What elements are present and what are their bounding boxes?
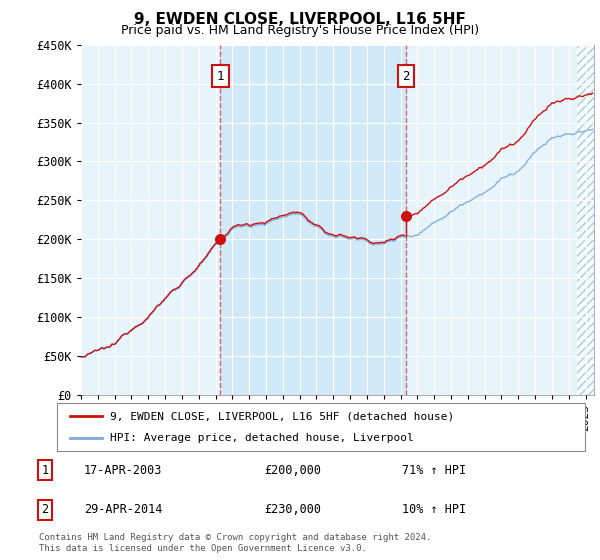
Text: 9, EWDEN CLOSE, LIVERPOOL, L16 5HF (detached house): 9, EWDEN CLOSE, LIVERPOOL, L16 5HF (deta… bbox=[110, 411, 454, 421]
Text: 2: 2 bbox=[41, 503, 49, 516]
Text: 1: 1 bbox=[217, 70, 224, 83]
Text: £230,000: £230,000 bbox=[264, 503, 321, 516]
Text: 10% ↑ HPI: 10% ↑ HPI bbox=[402, 503, 466, 516]
Text: 71% ↑ HPI: 71% ↑ HPI bbox=[402, 464, 466, 477]
Bar bbox=[577, 45, 596, 395]
Bar bbox=[220, 45, 406, 395]
Text: HPI: Average price, detached house, Liverpool: HPI: Average price, detached house, Live… bbox=[110, 433, 413, 443]
Bar bbox=[577, 45, 596, 395]
Text: £200,000: £200,000 bbox=[264, 464, 321, 477]
FancyBboxPatch shape bbox=[57, 403, 585, 451]
Text: 1: 1 bbox=[41, 464, 49, 477]
Text: Price paid vs. HM Land Registry's House Price Index (HPI): Price paid vs. HM Land Registry's House … bbox=[121, 24, 479, 37]
Text: 17-APR-2003: 17-APR-2003 bbox=[84, 464, 163, 477]
Text: 2: 2 bbox=[403, 70, 410, 83]
Text: 29-APR-2014: 29-APR-2014 bbox=[84, 503, 163, 516]
Text: 9, EWDEN CLOSE, LIVERPOOL, L16 5HF: 9, EWDEN CLOSE, LIVERPOOL, L16 5HF bbox=[134, 12, 466, 27]
Text: Contains HM Land Registry data © Crown copyright and database right 2024.
This d: Contains HM Land Registry data © Crown c… bbox=[39, 533, 431, 553]
